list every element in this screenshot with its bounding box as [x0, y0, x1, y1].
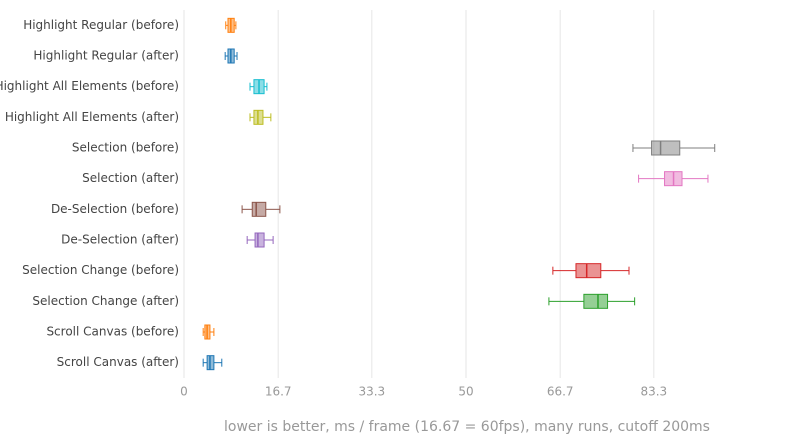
y-tick-label: Selection Change (before): [22, 263, 179, 277]
box: [575, 263, 602, 279]
y-tick-label: Selection (after): [82, 171, 179, 185]
x-tick-label: 16.7: [265, 385, 292, 399]
y-tick-label: Highlight All Elements (after): [5, 110, 179, 124]
box: [251, 201, 267, 217]
y-tick-label: Selection Change (after): [32, 294, 179, 308]
box: [583, 293, 609, 309]
y-tick-label: Highlight Regular (before): [23, 18, 179, 32]
x-tick-label: 0: [180, 385, 188, 399]
y-tick-label: Scroll Canvas (after): [57, 355, 179, 369]
y-tick-label: Scroll Canvas (before): [46, 325, 179, 339]
x-tick-label: 50: [458, 385, 473, 399]
y-tick-label: De-Selection (before): [51, 202, 179, 216]
box: [651, 140, 681, 156]
box: [254, 232, 265, 248]
y-tick-label: De-Selection (after): [61, 233, 179, 247]
y-tick-label: Highlight Regular (after): [33, 49, 179, 63]
x-tick-label: 66.7: [547, 385, 574, 399]
y-tick-label: Highlight All Elements (before): [0, 79, 179, 93]
x-tick-label: 83.3: [640, 385, 667, 399]
x-axis-label: lower is better, ms / frame (16.67 = 60f…: [224, 419, 710, 435]
y-tick-label: Selection (before): [72, 141, 179, 155]
x-tick-label: 33.3: [358, 385, 385, 399]
